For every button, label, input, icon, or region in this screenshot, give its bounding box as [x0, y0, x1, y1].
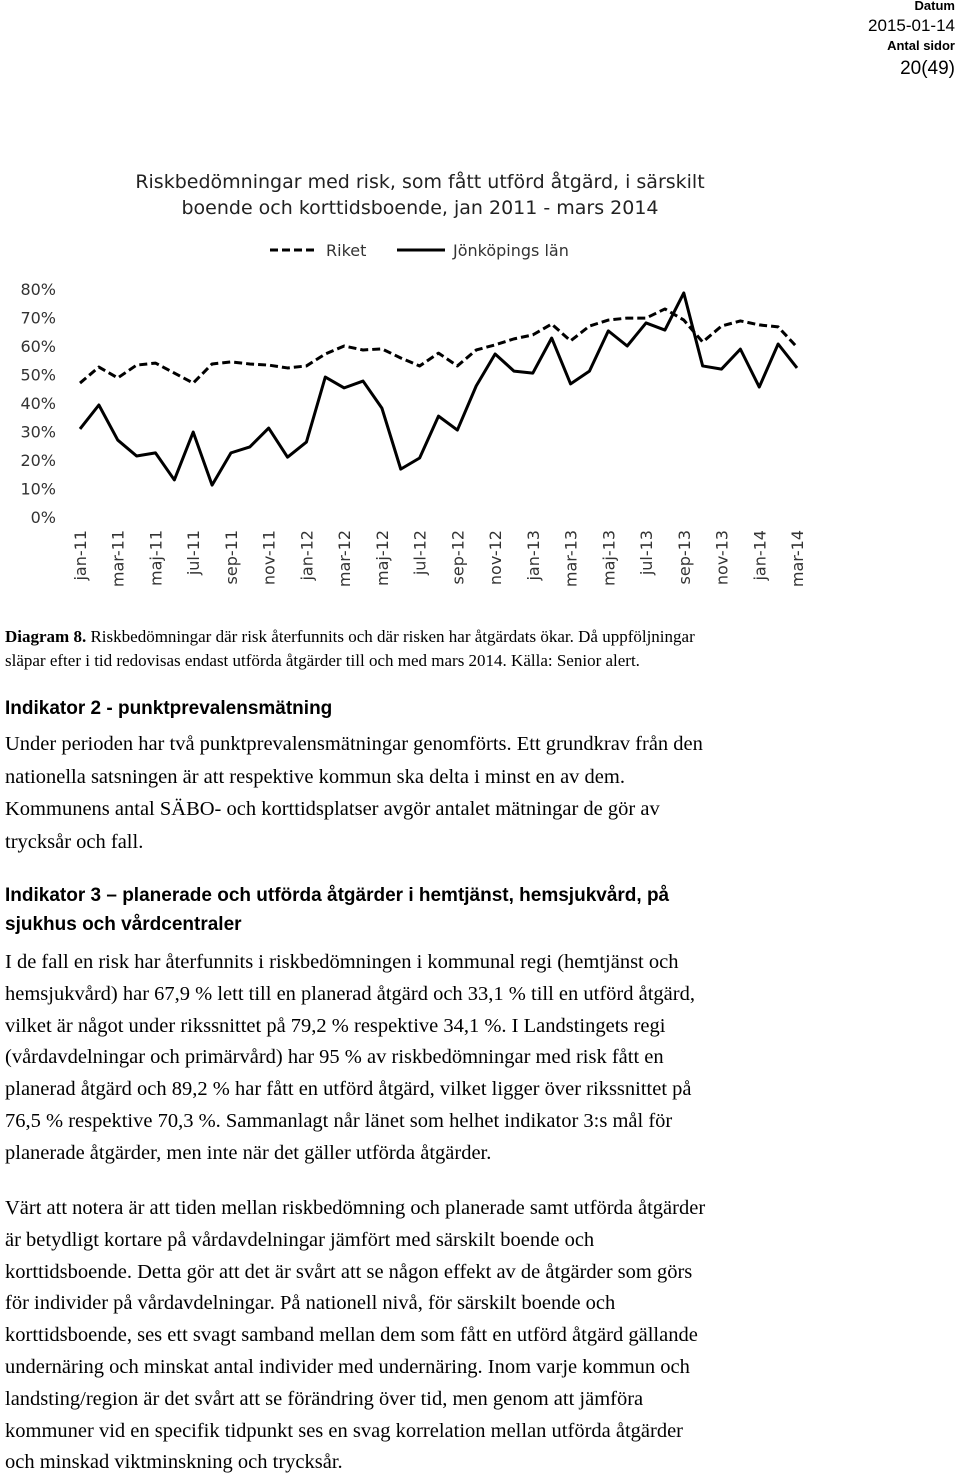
body-line: för individer på vårdavdelningar. På nat… [5, 1292, 616, 1315]
chart-title: boende och korttidsboende, jan 2011 - ma… [181, 197, 658, 219]
x-tick-label: maj-13 [599, 530, 618, 586]
x-tick-label: jan-14 [750, 530, 769, 582]
section-heading: sjukhus och vårdcentraler [5, 914, 242, 935]
date-label: Datum [914, 0, 955, 13]
y-tick-label: 30% [20, 423, 56, 442]
caption-line: släpar efter i tid redovisas endast utfö… [5, 651, 640, 670]
body-line: (vårdavdelningar och primärvård) har 95 … [5, 1046, 664, 1069]
body-line: är betydligt kortare på vårdavdelningar … [5, 1228, 595, 1251]
x-tick-label: jul-11 [184, 530, 203, 576]
body-line: I de fall en risk har återfunnits i risk… [5, 951, 679, 973]
series-line [79, 307, 799, 385]
x-tick-label: mar-11 [109, 530, 128, 587]
y-tick-label: 70% [20, 309, 56, 328]
x-tick-label: nov-13 [713, 530, 732, 585]
body-line: planerad åtgärd och 89,2 % har fått en u… [5, 1078, 692, 1101]
body-line: trycksår och fall. [5, 830, 144, 853]
body-line: landsting/region är det svårt att se för… [5, 1387, 644, 1410]
x-tick-label: maj-12 [373, 530, 392, 586]
body-line: korttidsboende. Detta gör att det är svå… [5, 1260, 693, 1283]
series-line [78, 291, 799, 487]
x-tick-label: mar-14 [788, 530, 807, 587]
body-line: undernäring och minskat antal individer … [5, 1356, 690, 1378]
x-tick-label: jan-11 [71, 530, 90, 582]
x-tick-label: mar-13 [562, 530, 581, 587]
x-tick-label: sep-12 [448, 530, 467, 584]
y-tick-label: 10% [20, 480, 56, 499]
x-tick-label: mar-12 [335, 530, 354, 587]
date: 2015-01-14 [868, 16, 955, 35]
body-line: och minskad viktminskning och trycksår. [5, 1451, 343, 1474]
section-heading: Indikator 3 – planerade och utförda åtgä… [5, 885, 670, 906]
x-tick-label: nov-12 [486, 530, 505, 585]
chart-title: Riskbedömningar med risk, som fått utför… [135, 170, 704, 193]
y-tick-label: 40% [20, 394, 56, 413]
x-tick-label: maj-11 [146, 530, 165, 586]
x-tick-label: jul-12 [411, 530, 430, 576]
pages: 20(49) [900, 58, 955, 79]
y-tick-label: 60% [20, 337, 56, 356]
y-tick-label: 0% [31, 508, 56, 527]
legend-label: Riket [326, 241, 366, 260]
body-line: kommuner vid en specifik tidpunkt ses en… [5, 1419, 684, 1442]
y-tick-label: 20% [20, 451, 56, 470]
body-line: Kommunens antal SÄBO- och korttidsplatse… [5, 798, 660, 820]
x-tick-label: nov-11 [260, 530, 279, 585]
body-line: Värt att notera är att tiden mellan risk… [5, 1197, 706, 1219]
body-line: nationella satsningen är att respektive … [5, 765, 625, 788]
body-line: planerade åtgärder, men inte när det gäl… [5, 1141, 492, 1164]
x-tick-label: jul-13 [637, 530, 656, 576]
x-tick-label: jan-12 [297, 530, 316, 582]
caption-label: Diagram 8. [5, 627, 87, 646]
pages-label: Antal sidor [887, 38, 955, 53]
body-line: vilket är något under rikssnittet på 79,… [5, 1014, 666, 1037]
body-line: hemsjukvård) har 67,9 % lett till en pla… [5, 982, 695, 1005]
section-heading: Indikator 2 - punktprevalensmätning [5, 698, 333, 719]
x-tick-label: sep-11 [222, 530, 241, 584]
y-tick-label: 50% [20, 366, 56, 385]
y-tick-label: 80% [20, 280, 56, 299]
x-tick-label: sep-13 [675, 530, 694, 584]
x-tick-label: jan-13 [524, 530, 543, 582]
caption-text: Riskbedömningar där risk återfunnits och… [90, 627, 695, 646]
body-line: korttidsboende, ses ett svagt samband me… [5, 1324, 698, 1347]
legend-label: Jönköpings län [452, 241, 569, 260]
body-line: Under perioden har två punktprevalensmät… [5, 733, 703, 755]
caption-line: Diagram 8. Riskbedömningar där risk åter… [5, 627, 695, 647]
chart: Riskbedömningar med risk, som fått utför… [20, 170, 807, 587]
body-line: 76,5 % respektive 70,3 %. Sammanlagt når… [5, 1110, 673, 1132]
